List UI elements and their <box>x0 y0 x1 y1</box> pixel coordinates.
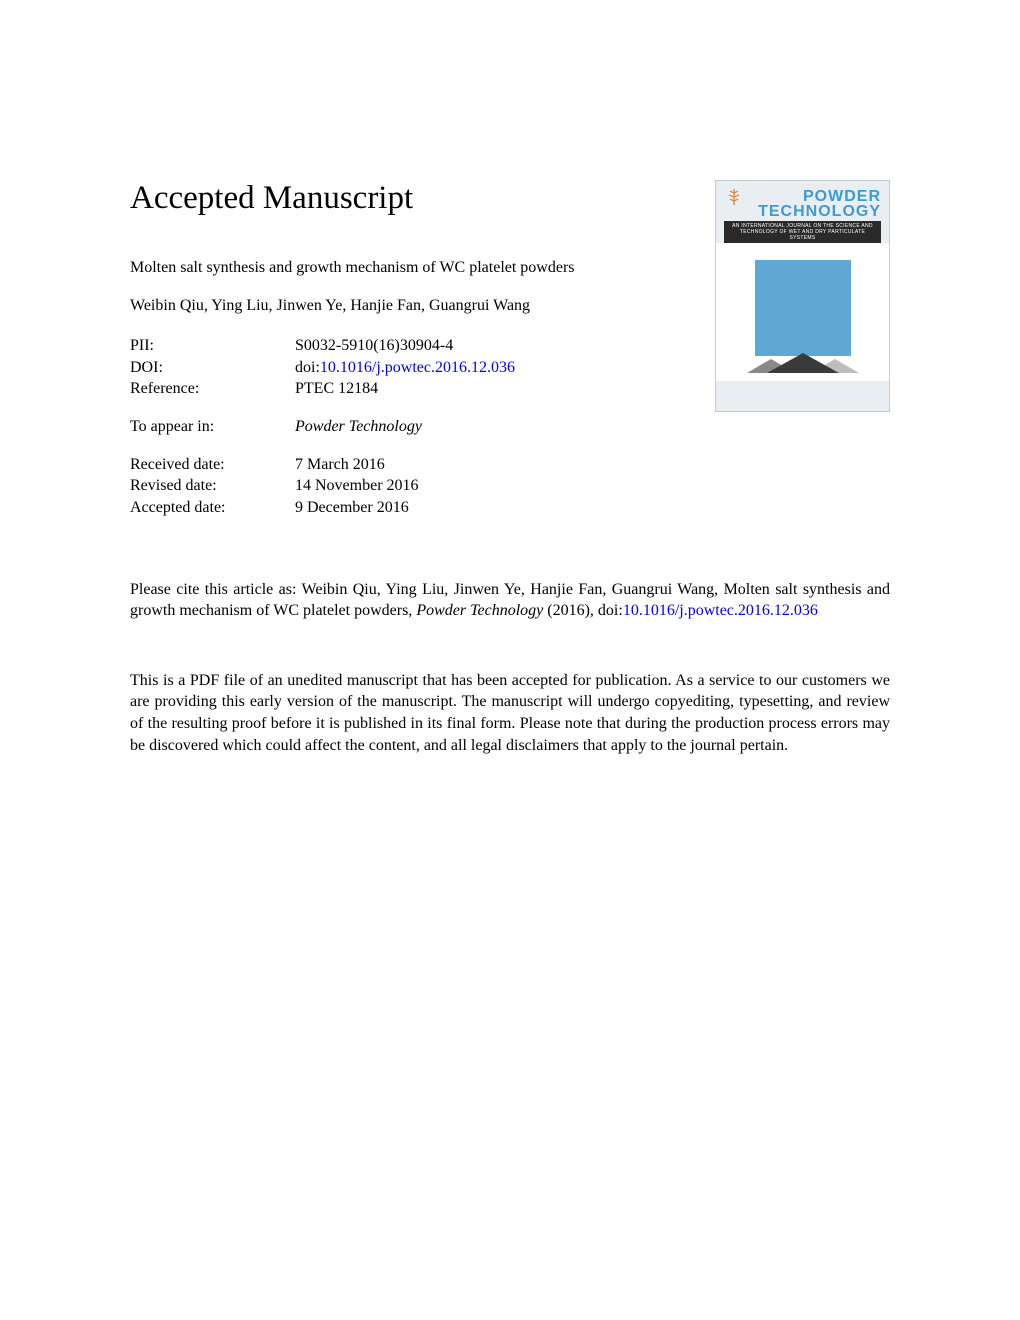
revised-row: Revised date: 14 November 2016 <box>130 475 890 497</box>
cover-body <box>716 243 889 381</box>
doi-label: DOI: <box>130 357 295 379</box>
cover-footer <box>716 381 889 411</box>
received-label: Received date: <box>130 454 295 476</box>
to-appear-label: To appear in: <box>130 418 295 436</box>
disclaimer-paragraph: This is a PDF file of an unedited manusc… <box>130 670 890 756</box>
citation-mid: (2016), doi: <box>543 602 623 619</box>
page-container: POWDER TECHNOLOGY AN INTERNATIONAL JOURN… <box>0 0 1020 856</box>
cover-header: POWDER TECHNOLOGY AN INTERNATIONAL JOURN… <box>716 181 889 243</box>
cover-graphic-triangle-center <box>767 353 839 373</box>
doi-link[interactable]: 10.1016/j.powtec.2016.12.036 <box>320 359 515 376</box>
doi-value: doi:10.1016/j.powtec.2016.12.036 <box>295 357 515 379</box>
citation-paragraph: Please cite this article as: Weibin Qiu,… <box>130 579 890 622</box>
reference-label: Reference: <box>130 378 295 400</box>
to-appear-row: To appear in: Powder Technology <box>130 418 890 436</box>
citation-doi-link[interactable]: 10.1016/j.powtec.2016.12.036 <box>623 602 818 619</box>
revised-label: Revised date: <box>130 475 295 497</box>
cover-subtitle: AN INTERNATIONAL JOURNAL ON THE SCIENCE … <box>724 221 881 243</box>
journal-cover-thumbnail: POWDER TECHNOLOGY AN INTERNATIONAL JOURN… <box>715 180 890 412</box>
to-appear-journal: Powder Technology <box>295 418 422 436</box>
cover-journal-line1: POWDER <box>724 189 881 204</box>
accepted-row: Accepted date: 9 December 2016 <box>130 497 890 519</box>
received-value: 7 March 2016 <box>295 454 385 476</box>
reference-value: PTEC 12184 <box>295 378 378 400</box>
elsevier-tree-icon <box>724 187 744 207</box>
pii-value: S0032-5910(16)30904-4 <box>295 335 453 357</box>
revised-value: 14 November 2016 <box>295 475 419 497</box>
cover-graphic-square <box>755 260 851 356</box>
accepted-value: 9 December 2016 <box>295 497 409 519</box>
received-row: Received date: 7 March 2016 <box>130 454 890 476</box>
citation-journal: Powder Technology <box>416 602 543 619</box>
accepted-label: Accepted date: <box>130 497 295 519</box>
cover-journal-title: POWDER TECHNOLOGY <box>724 187 881 219</box>
pii-label: PII: <box>130 335 295 357</box>
doi-prefix: doi: <box>295 359 320 376</box>
cover-journal-line2: TECHNOLOGY <box>724 204 881 219</box>
dates-block: Received date: 7 March 2016 Revised date… <box>130 454 890 519</box>
